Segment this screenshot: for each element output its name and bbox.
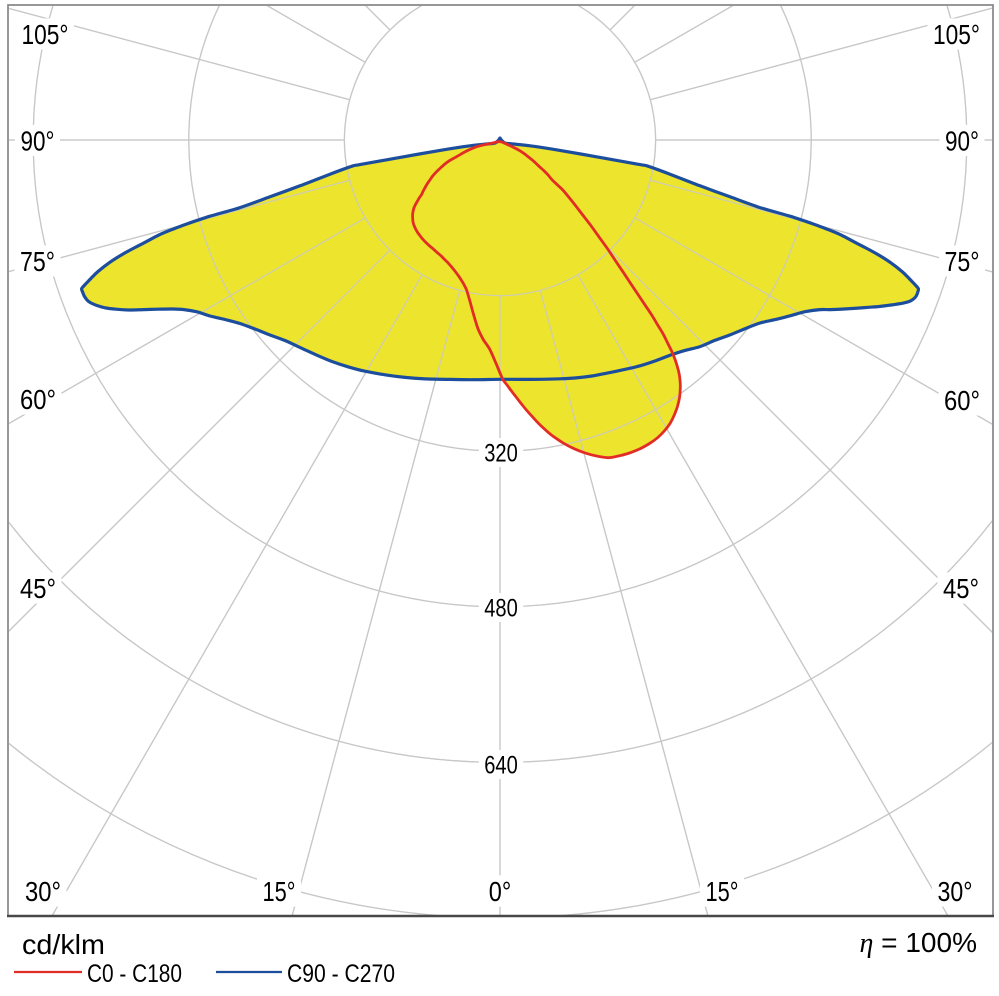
svg-text:45°: 45°: [20, 573, 56, 604]
svg-text:45°: 45°: [943, 573, 979, 604]
svg-text:60°: 60°: [20, 384, 56, 415]
svg-text:C0 - C180: C0 - C180: [87, 960, 182, 988]
svg-text:480: 480: [484, 595, 518, 623]
svg-text:75°: 75°: [945, 246, 980, 277]
svg-text:75°: 75°: [20, 246, 55, 277]
svg-text:90°: 90°: [21, 126, 55, 157]
svg-text:90°: 90°: [945, 126, 979, 157]
svg-text:0°: 0°: [489, 876, 512, 907]
svg-text:320: 320: [484, 440, 518, 468]
svg-text:105°: 105°: [933, 19, 980, 50]
svg-text:30°: 30°: [938, 876, 973, 907]
svg-text:60°: 60°: [944, 385, 980, 416]
svg-text:30°: 30°: [25, 876, 61, 907]
svg-text:η = 100%: η = 100%: [860, 927, 978, 959]
svg-text:105°: 105°: [22, 19, 69, 50]
svg-text:15°: 15°: [263, 876, 296, 907]
svg-text:cd/klm: cd/klm: [22, 929, 105, 960]
svg-text:640: 640: [484, 752, 518, 780]
svg-text:C90 - C270: C90 - C270: [287, 960, 395, 988]
svg-text:15°: 15°: [706, 876, 739, 907]
